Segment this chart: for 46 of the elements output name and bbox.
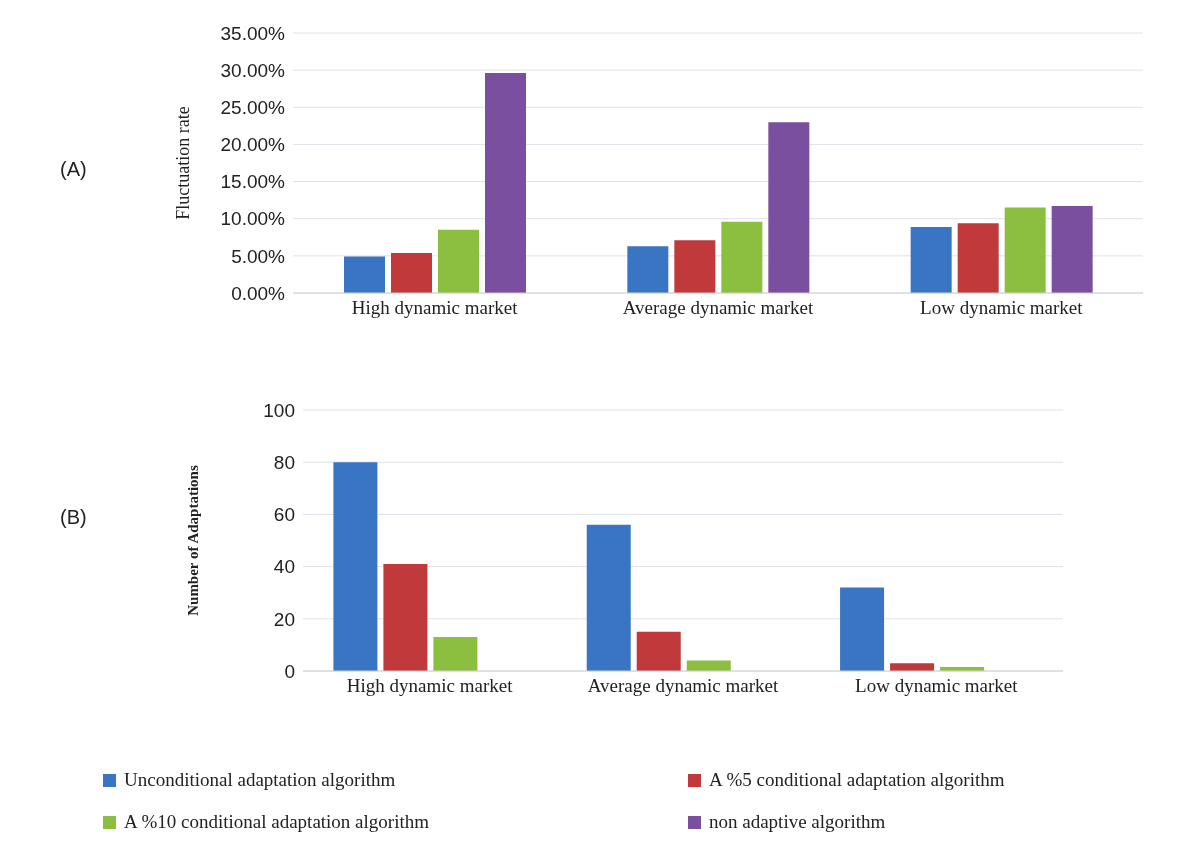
y-tick-label: 15.00% (220, 171, 286, 193)
y-axis-title: Fluctuation rate (173, 106, 194, 220)
y-tick-label: 25.00% (220, 97, 286, 119)
y-tick-label: 35.00% (220, 22, 286, 44)
bar (1004, 207, 1046, 293)
bar (333, 462, 378, 671)
x-tick-label: Average dynamic market (622, 297, 815, 319)
bar (721, 221, 763, 293)
bar (636, 631, 681, 671)
y-tick-label: 20 (273, 608, 295, 630)
y-tick-label: 0.00% (231, 282, 286, 304)
bar (627, 246, 669, 293)
x-tick-label: High dynamic market (351, 297, 519, 319)
bar (910, 226, 952, 293)
y-tick-label: 100 (263, 399, 295, 421)
text: (B) (60, 506, 87, 528)
legend-label: Unconditional adaptation algorithm (124, 769, 396, 791)
bar (391, 252, 432, 293)
y-tick-label: 40 (273, 556, 295, 578)
y-tick-label: 5.00% (231, 245, 286, 267)
x-tick-label: High dynamic market (346, 675, 514, 697)
bar (586, 524, 631, 671)
bar (344, 256, 385, 293)
text: (A) (60, 158, 87, 180)
bar (438, 229, 479, 293)
y-axis-title: Number of Adaptations (185, 465, 202, 616)
y-tick-label: 0 (284, 660, 295, 682)
y-tick-label: 30.00% (220, 59, 286, 81)
bar (485, 73, 526, 293)
legend-label: A %5 conditional adaptation algorithm (709, 769, 1005, 791)
bar (433, 637, 478, 671)
y-tick-label: 20.00% (220, 134, 286, 156)
legend-label: non adaptive algorithm (709, 811, 886, 833)
y-tick-label: 60 (273, 504, 295, 526)
y-tick-label: 10.00% (220, 208, 286, 230)
x-tick-label: Low dynamic market (920, 297, 1084, 319)
y-tick-label: 80 (273, 451, 295, 473)
bar (957, 223, 999, 293)
bar (840, 587, 885, 671)
legend-label: A %10 conditional adaptation algorithm (124, 811, 429, 833)
bar (1051, 206, 1093, 293)
x-tick-label: Low dynamic market (855, 675, 1019, 697)
x-tick-label: Average dynamic market (587, 675, 780, 697)
bar (768, 122, 810, 293)
bar (674, 240, 716, 293)
bar (383, 563, 428, 671)
